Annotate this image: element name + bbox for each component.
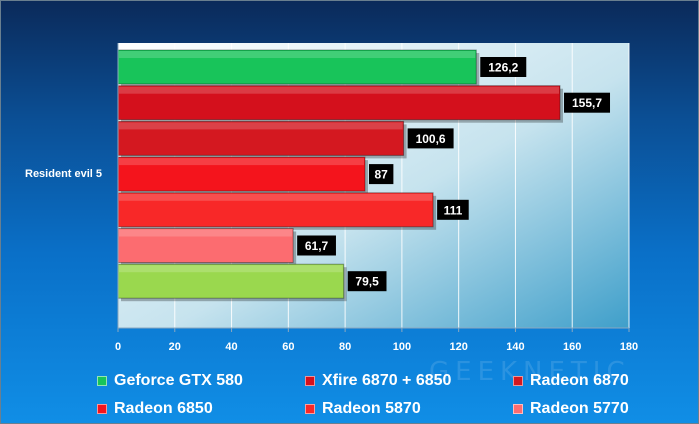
data-label: 87: [375, 168, 389, 182]
bar-highlight: [119, 158, 364, 166]
bar-highlight: [119, 86, 560, 94]
bar-highlight: [119, 122, 403, 130]
x-tick-label: 180: [620, 341, 638, 353]
data-label: 155,7: [572, 96, 602, 110]
data-label-box: [564, 92, 611, 113]
legend-swatch: [305, 404, 315, 414]
bar-highlight: [119, 51, 476, 58]
bar: [117, 228, 294, 263]
legend-item: Radeon 6850: [97, 399, 305, 419]
legend-item: Radeon 6870: [513, 371, 687, 391]
x-tick-label: 120: [449, 341, 467, 353]
legend-swatch: [97, 376, 107, 386]
legend-label: Radeon 5770: [530, 400, 629, 417]
data-label: 61,7: [305, 239, 329, 253]
legend-label: Radeon 6850: [114, 400, 213, 417]
data-label-box: [437, 199, 469, 220]
x-tick-label: 0: [115, 341, 121, 353]
legend: Geforce GTX 580 Xfire 6870 + 6850 Radeon 6…: [97, 371, 687, 419]
data-label-box: [347, 271, 387, 292]
legend-item: Xfire 6870 + 6850: [305, 371, 513, 391]
x-tick-label: 60: [282, 341, 294, 353]
data-label-box: [368, 164, 394, 185]
data-label-box: [297, 235, 336, 256]
watermark: GEEKNETIC: [429, 357, 631, 387]
data-label: 79,5: [355, 275, 379, 289]
legend-label: Xfire 6870 + 6850: [322, 372, 452, 389]
legend-item: Radeon 5770: [513, 399, 687, 419]
legend-swatch: [513, 404, 523, 414]
x-tick-label: 40: [225, 341, 237, 353]
legend-label: Radeon 6870: [530, 372, 629, 389]
x-tick-label: 160: [563, 341, 581, 353]
bar: [117, 156, 366, 192]
axes: 0 20 40 60 80 100 120 140 160 180 Resident evil 5: [25, 43, 638, 353]
data-label-box: [407, 128, 454, 149]
bar: [117, 85, 561, 121]
legend-label: Geforce GTX 580: [114, 372, 243, 389]
bar-highlight: [119, 265, 343, 273]
bar-highlight: [119, 229, 293, 237]
bars: [117, 49, 564, 302]
category-label: Resident evil 5: [25, 168, 102, 180]
legend-item: Radeon 5870: [305, 399, 513, 419]
x-tick-label: 80: [339, 341, 351, 353]
bar-highlight: [119, 193, 433, 201]
x-tick-label: 20: [169, 341, 181, 353]
legend-swatch: [513, 376, 523, 386]
bar: [117, 192, 434, 228]
legend-swatch: [305, 376, 315, 386]
legend-swatch: [97, 404, 107, 414]
data-label-box: [480, 57, 527, 77]
x-tick-label: 100: [393, 341, 411, 353]
data-label: 100,6: [416, 132, 446, 146]
x-tick-label: 140: [506, 341, 524, 353]
data-labels: 126,2 155,7 100,6 87 111 61,7 79,5: [297, 57, 611, 292]
data-label: 111: [444, 203, 463, 217]
legend-label: Radeon 5870: [322, 400, 421, 417]
data-label: 126,2: [488, 61, 518, 75]
legend-item: Geforce GTX 580: [97, 371, 305, 391]
